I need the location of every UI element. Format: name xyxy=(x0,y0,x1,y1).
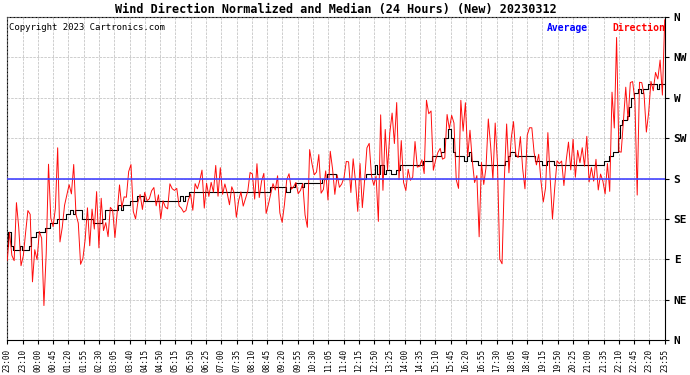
Text: Direction: Direction xyxy=(612,23,665,33)
Text: Average: Average xyxy=(546,23,587,33)
Text: Copyright 2023 Cartronics.com: Copyright 2023 Cartronics.com xyxy=(8,23,164,32)
Title: Wind Direction Normalized and Median (24 Hours) (New) 20230312: Wind Direction Normalized and Median (24… xyxy=(115,3,557,16)
